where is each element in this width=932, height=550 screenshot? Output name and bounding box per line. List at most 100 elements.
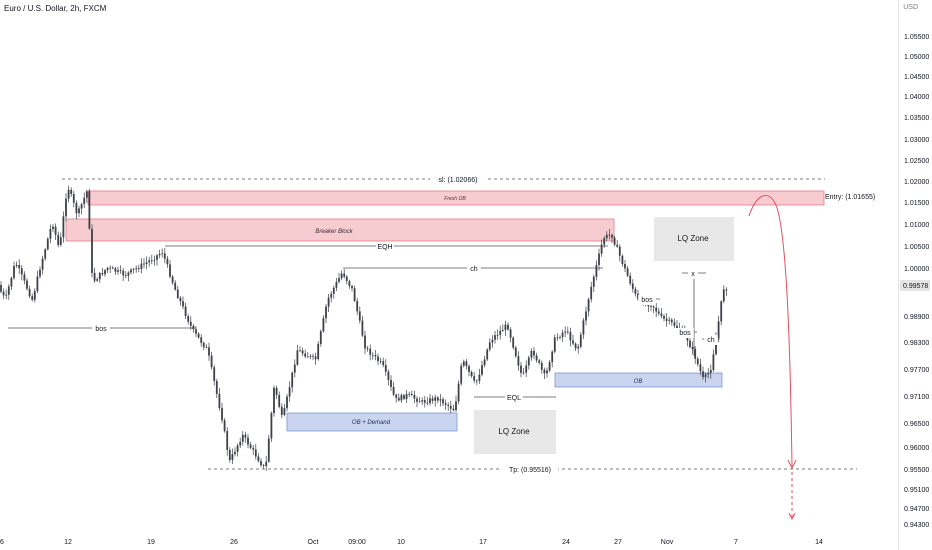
candle-body: [299, 350, 301, 352]
candle-body: [720, 301, 723, 322]
ob-zone[interactable]: [554, 372, 723, 388]
candle-body: [200, 337, 203, 343]
candle-body: [260, 461, 262, 466]
candle-body: [36, 276, 39, 292]
candle-body: [312, 355, 314, 357]
time-axis[interactable]: 6 12 19 26 Oct 09:00 10 17 24 27 Nov 7 14: [0, 539, 823, 546]
current-price-label: 0.99578: [903, 283, 928, 290]
ch-label-bg: [467, 264, 481, 274]
candle-body: [517, 356, 520, 366]
candle-body: [384, 365, 387, 372]
candle-body: [278, 395, 281, 407]
candle-body: [70, 189, 73, 194]
candle-body: [546, 370, 548, 374]
bos-label-bg: [92, 324, 110, 334]
candle-body: [416, 398, 418, 402]
candle-body: [582, 320, 585, 335]
breaker-block-zone[interactable]: [65, 218, 615, 242]
candle-body: [117, 270, 119, 272]
candle-body: [395, 394, 398, 398]
candle-body: [88, 191, 91, 229]
price-tick-label: 0.94300: [904, 522, 929, 529]
candle-body: [10, 278, 13, 287]
candle-body: [109, 267, 112, 269]
candle-body: [189, 321, 192, 326]
price-tick-label: 1.04000: [904, 94, 929, 101]
candle-body: [340, 273, 343, 279]
candle-body: [434, 397, 437, 401]
bos-label-2: bos: [641, 297, 653, 304]
ob-demand-zone[interactable]: [286, 412, 458, 432]
candle-body: [590, 286, 593, 300]
lq-zone-lower[interactable]: [474, 410, 556, 454]
candle-body: [668, 319, 671, 321]
candle-body: [522, 372, 525, 374]
candle-body: [626, 268, 629, 276]
lq-zone-upper[interactable]: [654, 217, 734, 261]
candle-body: [65, 198, 67, 217]
candle-body: [371, 354, 374, 356]
candle-body: [283, 408, 286, 415]
candle-body: [725, 289, 728, 291]
candle-body: [527, 357, 530, 366]
candle-body: [85, 191, 88, 198]
candle-body: [62, 216, 65, 238]
candle-body: [421, 400, 424, 402]
candle-body: [486, 349, 489, 360]
candle-body: [166, 258, 169, 265]
candle-body: [663, 316, 665, 319]
lq-zone-upper-label: LQ Zone: [677, 234, 709, 243]
candle-body: [569, 332, 572, 341]
candle-body: [319, 331, 322, 344]
candle-body: [309, 355, 312, 357]
candle-body: [595, 265, 598, 277]
price-axis[interactable]: 1.05500 1.05000 1.04500 1.04000 1.03500 1.030…: [900, 34, 930, 529]
candle-body: [213, 367, 216, 381]
candle-body: [699, 364, 702, 372]
price-tick-label: 1.03000: [904, 137, 929, 144]
candle-body: [338, 278, 340, 282]
candle-body: [462, 361, 465, 366]
candle-body: [161, 253, 164, 255]
fresh-ob-zone[interactable]: [87, 190, 825, 206]
candle-body: [98, 273, 101, 280]
candle-body: [72, 194, 75, 203]
candle-body: [553, 337, 556, 352]
candle-body: [540, 362, 543, 370]
candle-body: [613, 237, 616, 245]
candle-body: [598, 253, 600, 265]
candle-body: [306, 356, 309, 358]
candle-body: [23, 274, 26, 281]
candle-body: [57, 234, 60, 245]
candle-body: [59, 237, 62, 245]
candle-body: [20, 268, 23, 275]
candle-body: [197, 333, 200, 338]
labels-layer: sl: (1.02066) Tp: (0.95516) Entry: (1.0165…: [92, 175, 875, 475]
candles-layer: [0, 185, 728, 471]
candle-body: [226, 431, 229, 450]
candle-body: [538, 360, 541, 363]
candle-body: [520, 365, 522, 373]
candle-body: [348, 281, 351, 286]
candle-body: [41, 258, 44, 270]
candle-body: [494, 335, 496, 340]
candle-body: [561, 332, 564, 337]
time-tick-label: 14: [815, 539, 823, 546]
candle-body: [548, 362, 551, 371]
candle-body: [150, 260, 153, 262]
candle-body: [280, 406, 283, 415]
candle-body: [106, 268, 109, 271]
candle-body: [0, 285, 2, 292]
price-tick-label: 1.00000: [904, 266, 929, 273]
candle-body: [403, 395, 405, 399]
candle-body: [145, 262, 148, 264]
candle-body: [481, 365, 483, 375]
candle-body: [351, 285, 353, 289]
candle-body: [657, 311, 660, 314]
time-tick-label: 27: [614, 539, 622, 546]
candle-body: [694, 349, 697, 359]
candle-body: [132, 269, 135, 270]
candle-body: [322, 318, 325, 332]
candle-body: [689, 340, 691, 348]
